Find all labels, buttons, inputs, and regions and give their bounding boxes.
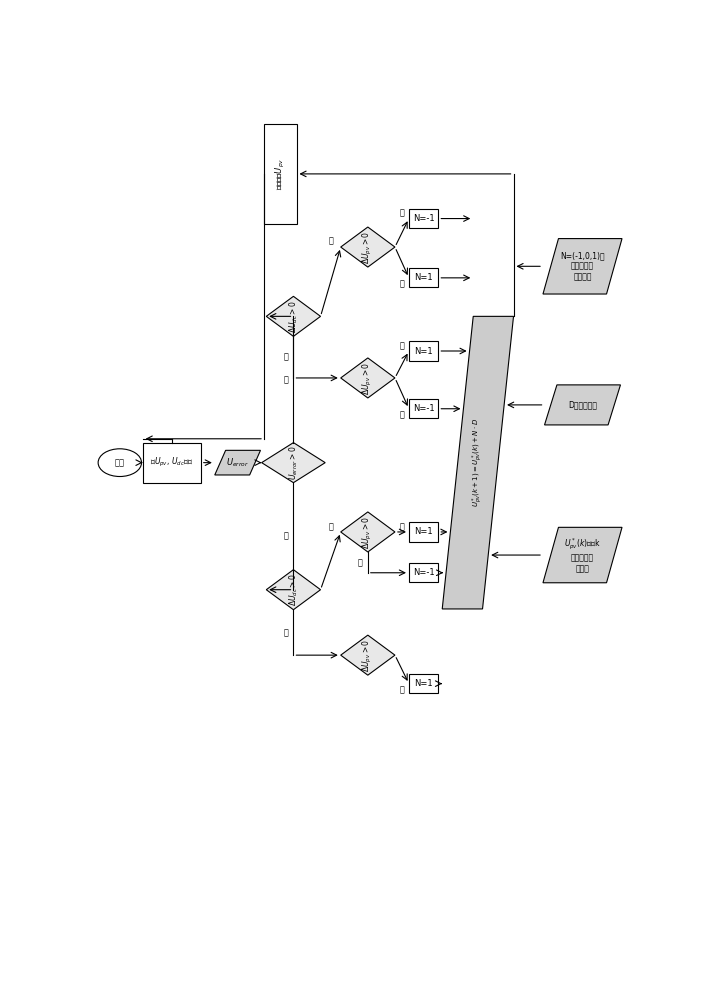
Polygon shape [544, 385, 620, 425]
Text: $U_{error}$: $U_{error}$ [226, 456, 249, 469]
Text: N=-1: N=-1 [413, 568, 435, 577]
Text: 开始: 开始 [115, 458, 125, 467]
FancyBboxPatch shape [409, 268, 438, 287]
Polygon shape [543, 527, 622, 583]
Text: $\Delta U_{pv}>0$: $\Delta U_{pv}>0$ [362, 361, 375, 395]
Polygon shape [341, 227, 395, 267]
Text: 否: 否 [283, 628, 288, 637]
Text: N=-1: N=-1 [413, 404, 435, 413]
Text: 是: 是 [400, 209, 404, 218]
Text: 是: 是 [328, 522, 333, 531]
Text: $\Delta U_{pv}>0$: $\Delta U_{pv}>0$ [362, 639, 375, 672]
Text: 否: 否 [283, 532, 288, 541]
Text: 是: 是 [328, 236, 333, 245]
Polygon shape [341, 635, 395, 675]
Text: $\Delta U_{pv}>0$: $\Delta U_{pv}>0$ [362, 230, 375, 264]
Text: $U_{error}>0$: $U_{error}>0$ [287, 445, 299, 480]
Text: 对$U_{pv}$, $U_{dc}$采样: 对$U_{pv}$, $U_{dc}$采样 [150, 456, 193, 469]
Polygon shape [442, 316, 513, 609]
Text: 是: 是 [400, 341, 404, 350]
FancyBboxPatch shape [264, 124, 296, 224]
FancyBboxPatch shape [409, 399, 438, 418]
Text: N=1: N=1 [414, 273, 433, 282]
Text: 闭环调节$U_{pv}$: 闭环调节$U_{pv}$ [274, 158, 287, 190]
FancyBboxPatch shape [409, 209, 438, 228]
Text: 否: 否 [400, 685, 404, 694]
Polygon shape [543, 239, 622, 294]
Text: $U_{pv}^*(k)$为笮k
次光伏电压
参考值: $U_{pv}^*(k)$为笮k 次光伏电压 参考值 [564, 537, 601, 573]
FancyBboxPatch shape [409, 674, 438, 693]
Text: $\Delta U_{dc}>0$: $\Delta U_{dc}>0$ [287, 573, 299, 606]
Ellipse shape [98, 449, 142, 477]
Polygon shape [215, 450, 260, 475]
Text: 否: 否 [358, 558, 362, 567]
Text: 是: 是 [400, 522, 404, 531]
Polygon shape [266, 570, 320, 610]
Polygon shape [262, 443, 325, 483]
Text: $\Delta U_{pv}>0$: $\Delta U_{pv}>0$ [362, 515, 375, 549]
Text: N=1: N=1 [414, 527, 433, 536]
Text: N=-1: N=-1 [413, 214, 435, 223]
Text: $\Delta U_{dc}>0$: $\Delta U_{dc}>0$ [287, 300, 299, 333]
Polygon shape [341, 358, 395, 398]
Text: D为可变步长: D为可变步长 [568, 400, 597, 409]
FancyBboxPatch shape [409, 522, 438, 542]
Text: 否: 否 [400, 280, 404, 289]
Text: N=1: N=1 [414, 347, 433, 356]
FancyBboxPatch shape [142, 443, 201, 483]
Text: N=1: N=1 [414, 679, 433, 688]
Text: 是: 是 [283, 375, 288, 384]
FancyBboxPatch shape [409, 341, 438, 361]
FancyBboxPatch shape [409, 563, 438, 582]
Text: $U_{pv}^*(k+1)=U_{pv}^*(k)+N\cdot D$: $U_{pv}^*(k+1)=U_{pv}^*(k)+N\cdot D$ [471, 418, 485, 507]
Text: 否: 否 [283, 353, 288, 362]
Polygon shape [266, 296, 320, 336]
Text: N=(-1,0,1)表
示参考电压
变化方向: N=(-1,0,1)表 示参考电压 变化方向 [560, 251, 605, 281]
Text: 否: 否 [400, 410, 404, 419]
Polygon shape [341, 512, 395, 552]
